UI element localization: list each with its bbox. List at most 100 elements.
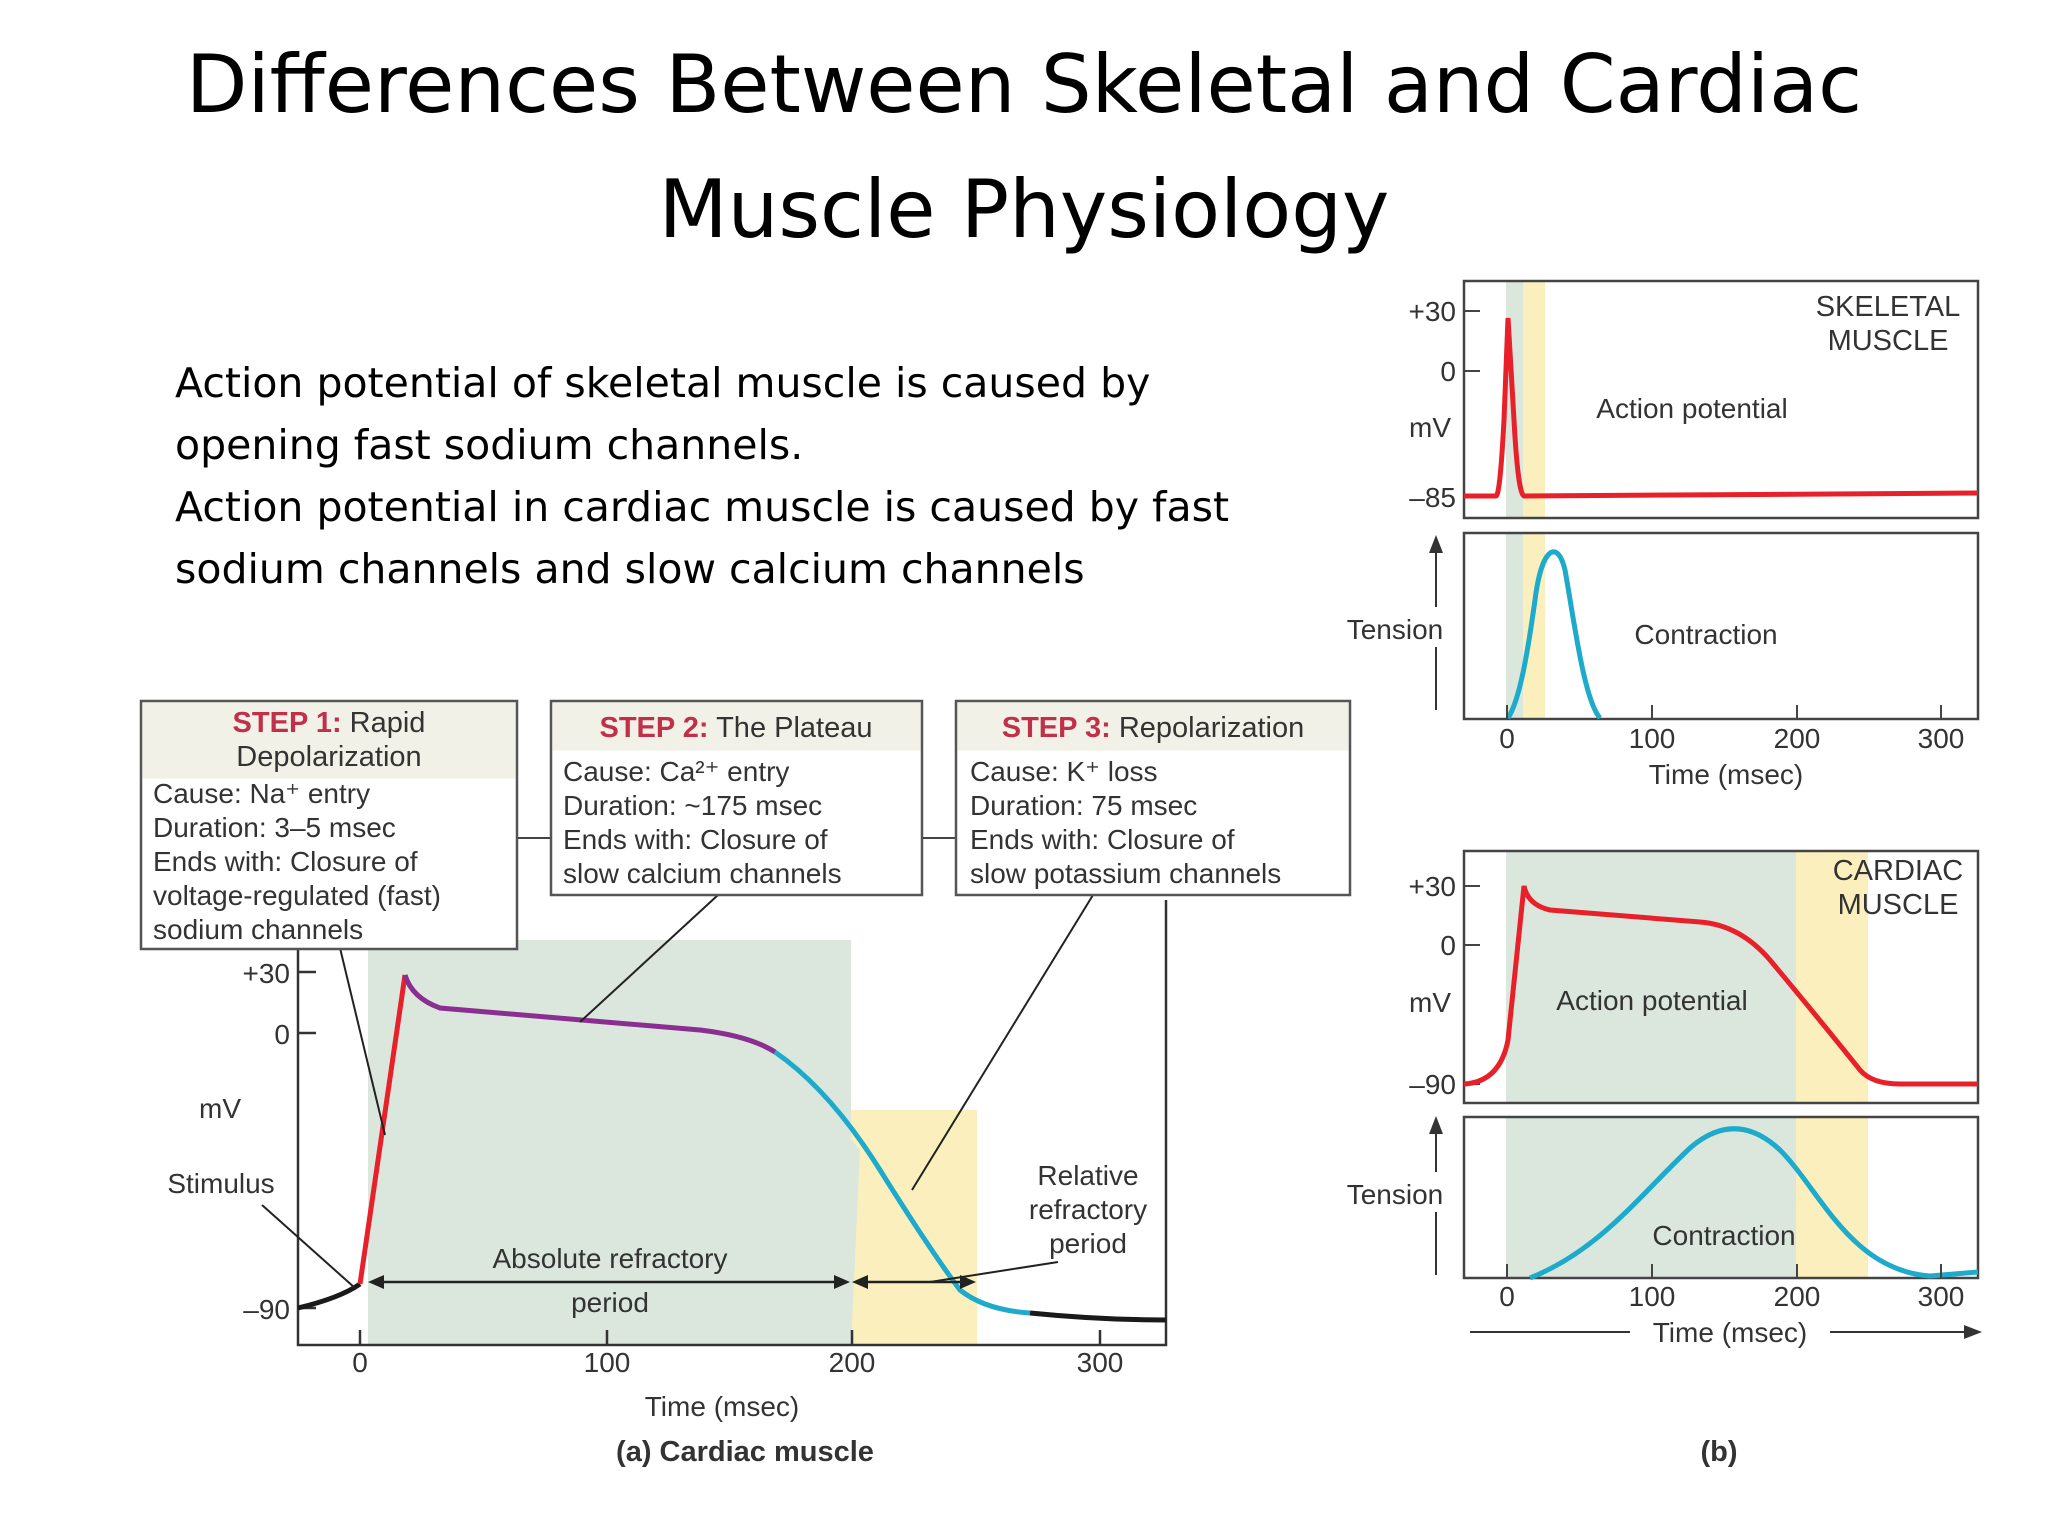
step3-box: STEP 3: Repolarization Cause: K⁺ loss Du… <box>954 699 1352 897</box>
panel-a-axes <box>296 900 1168 1347</box>
skeletal-relative-refractory-band <box>1523 281 1545 518</box>
tension-label: Tension <box>1347 1179 1444 1210</box>
skeletal-tension-frame <box>1462 531 1980 721</box>
step1-title: STEP 1: Rapid <box>233 707 426 739</box>
step1-line: sodium channels <box>153 914 363 945</box>
step1-title-rest: Rapid <box>342 707 426 739</box>
arrowhead <box>1429 535 1443 553</box>
tension-label: Tension <box>1347 614 1444 645</box>
plateau-curve <box>402 974 777 1055</box>
step3-line: Cause: K⁺ loss <box>970 756 1158 787</box>
cardiac-action-potential-curve <box>1463 885 1978 1087</box>
y-tick-label: 0 <box>274 1019 290 1050</box>
x-tick-label: 300 <box>1077 1347 1124 1378</box>
step2-head: STEP 2: <box>600 712 709 744</box>
step3-line: slow potassium channels <box>970 858 1281 889</box>
y-tick-label: 0 <box>1440 930 1456 961</box>
relative-refractory-pointer <box>929 1261 1059 1283</box>
step3-line: Ends with: Closure of <box>970 824 1235 855</box>
step1-line: Ends with: Closure of <box>153 846 418 877</box>
panel-b-cardiac: +30 0 –90 mV CARDIAC MUSCLE Action poten… <box>1330 849 1982 1468</box>
step2-line: Duration: ~175 msec <box>563 790 822 821</box>
y-tick-label: –85 <box>1409 482 1456 513</box>
x-tick-label: 0 <box>1499 723 1515 754</box>
arrowhead <box>368 1275 384 1289</box>
cardiac-muscle-label-2: MUSCLE <box>1838 889 1959 921</box>
y-tick-label: 0 <box>1440 356 1456 387</box>
arrowhead <box>1964 1325 1982 1339</box>
y-tick-label: –90 <box>1409 1069 1456 1100</box>
x-tick-label: 200 <box>829 1347 876 1378</box>
step3-title-rest: Repolarization <box>1111 712 1304 744</box>
slide-title: Differences Between Skeletal and Cardiac… <box>0 22 2048 272</box>
skeletal-tension-band-green <box>1506 533 1523 719</box>
skeletal-action-potential-label: Action potential <box>1596 393 1787 424</box>
x-tick-label: 0 <box>1499 1281 1515 1312</box>
x-tick-label: 300 <box>1918 723 1965 754</box>
arrowhead <box>960 1275 976 1289</box>
cardiac-contraction-curve <box>1529 1126 1979 1281</box>
y-tick-label: +30 <box>1409 296 1457 327</box>
x-axis-label: Time (msec) <box>1649 759 1804 790</box>
slide-title-line1: Differences Between Skeletal and Cardiac <box>185 38 1863 131</box>
x-axis-label: Time (msec) <box>1653 1317 1808 1348</box>
cardiac-muscle-label: CARDIAC <box>1833 855 1964 887</box>
cardiac-tension-band-yellow <box>1796 1117 1868 1278</box>
x-tick-label: 100 <box>1629 1281 1676 1312</box>
arrowhead <box>1429 1116 1443 1134</box>
resting-potential-curve <box>297 1281 362 1311</box>
tension-label-bg <box>1330 607 1456 647</box>
body-paragraph-skeletal: Action potential of skeletal muscle is c… <box>175 359 1151 469</box>
x-tick-label: 100 <box>1629 723 1676 754</box>
cardiac-contraction-label: Contraction <box>1652 1220 1795 1251</box>
body-text: Action potential of skeletal muscle is c… <box>175 352 1295 600</box>
slide-title-line2: Muscle Physiology <box>658 163 1390 256</box>
step3-pointer <box>911 894 1094 1191</box>
y-axis-label: mV <box>199 1093 241 1124</box>
resting-potential-curve-end <box>1029 1310 1167 1323</box>
skeletal-ap-frame <box>1462 279 1980 520</box>
cardiac-ap-frame <box>1462 849 1980 1105</box>
depolarization-curve <box>357 974 408 1285</box>
y-tick-label: +30 <box>1409 871 1457 902</box>
x-tick-label: 200 <box>1774 723 1821 754</box>
skeletal-action-potential-curve <box>1464 317 1979 499</box>
step2-box: STEP 2: The Plateau Cause: Ca²⁺ entry Du… <box>549 699 924 897</box>
step2-line: Ends with: Closure of <box>563 824 828 855</box>
stimulus-pointer <box>261 1204 356 1289</box>
step2-header-bg <box>552 702 921 751</box>
cardiac-tension-band-green <box>1506 1117 1796 1278</box>
skeletal-contraction-curve <box>1505 549 1603 720</box>
cardiac-absolute-refractory-band <box>1506 851 1796 1103</box>
absolute-refractory-label: Absolute refractory <box>493 1243 728 1274</box>
relative-refractory-label-2: refractory <box>1029 1194 1147 1225</box>
panel-a-caption: (a) Cardiac muscle <box>616 1436 874 1468</box>
absolute-refractory-label-2: period <box>571 1287 649 1318</box>
cardiac-action-potential-label: Action potential <box>1556 985 1747 1016</box>
step3-header-bg <box>957 702 1349 751</box>
step3-line: Duration: 75 msec <box>970 790 1197 821</box>
y-axis-label: mV <box>1409 987 1451 1018</box>
skeletal-contraction-label: Contraction <box>1634 619 1777 650</box>
y-tick-label: –90 <box>243 1294 290 1325</box>
arrowhead <box>834 1275 850 1289</box>
x-tick-label: 300 <box>1918 1281 1965 1312</box>
relative-refractory-label: Relative <box>1037 1160 1138 1191</box>
stimulus-label: Stimulus <box>167 1168 274 1199</box>
step1-line: Duration: 3–5 msec <box>153 812 396 843</box>
step3-head: STEP 3: <box>1002 712 1111 744</box>
x-tick-label: 200 <box>1774 1281 1821 1312</box>
panel-b-caption: (b) <box>1700 1436 1737 1468</box>
repolarization-curve <box>773 1049 1031 1316</box>
skeletal-muscle-label: SKELETAL <box>1816 291 1961 323</box>
step2-pointer <box>579 894 719 1023</box>
step1-box: STEP 1: Rapid Depolarization Cause: Na⁺ … <box>139 699 519 951</box>
step2-title-rest: The Plateau <box>709 712 873 744</box>
panel-b-skeletal: +30 0 –85 mV SKELETAL MUSCLE Action pote… <box>1330 279 1980 790</box>
step1-line: Cause: Na⁺ entry <box>153 778 370 809</box>
step1-head: STEP 1: <box>233 707 342 739</box>
cardiac-relative-refractory-band <box>1796 851 1868 1103</box>
arrowhead <box>852 1275 868 1289</box>
relative-refractory-label-3: period <box>1049 1228 1127 1259</box>
